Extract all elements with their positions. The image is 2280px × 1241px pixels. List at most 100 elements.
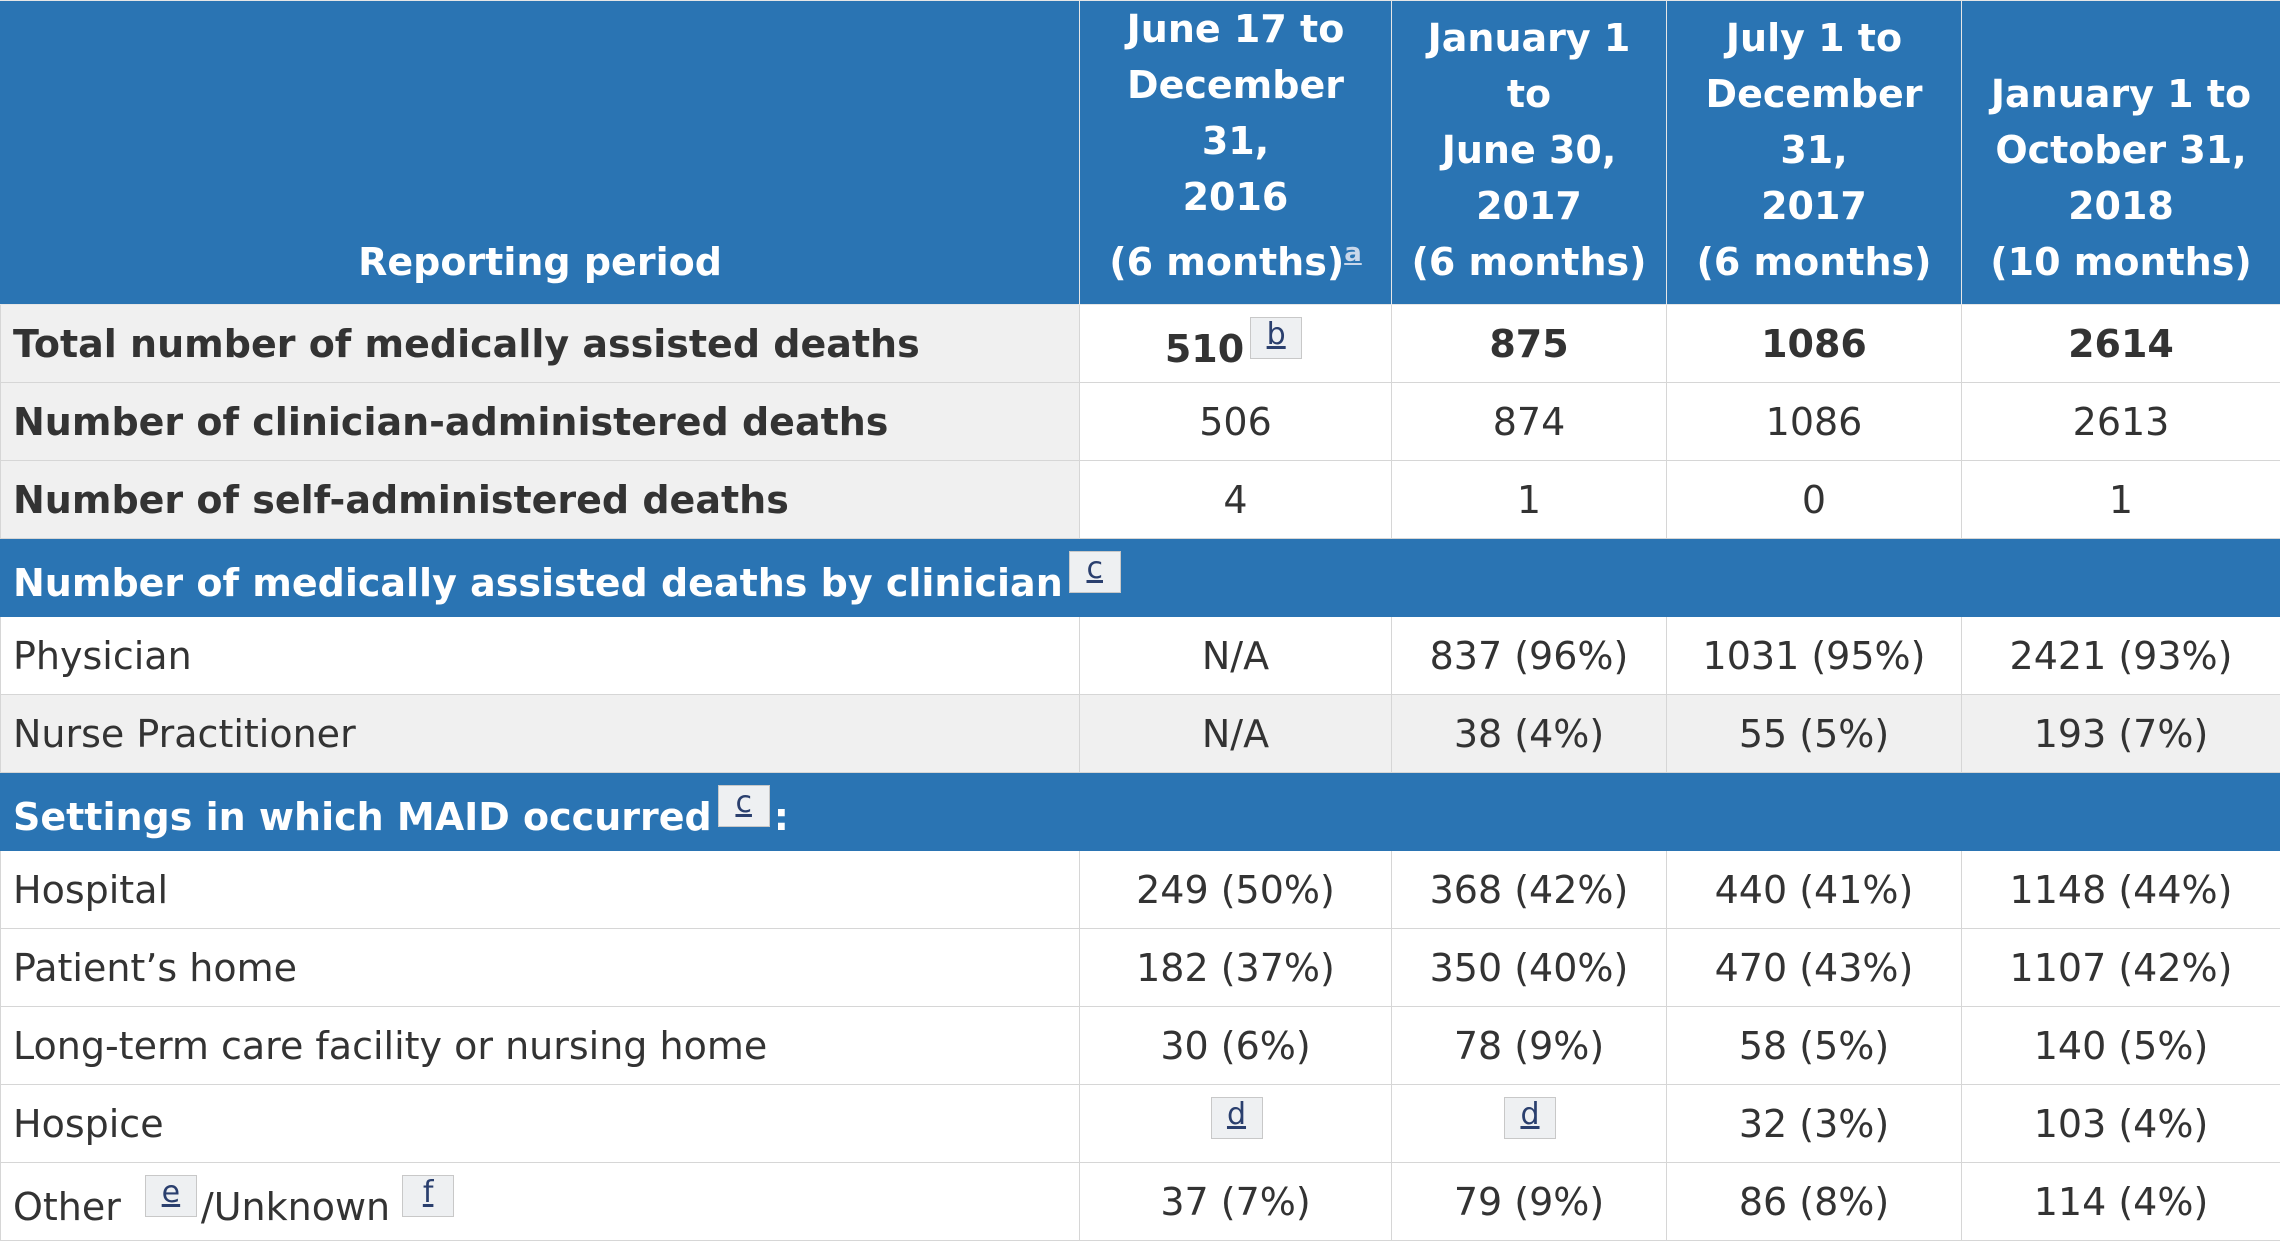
table-cell: 79 (9%)	[1392, 1163, 1667, 1241]
total-deaths-row: Total number of medically assisted death…	[1, 305, 2280, 383]
section-suffix: :	[774, 795, 789, 839]
footnote-link-c[interactable]: c	[718, 785, 770, 827]
period-header-2017-h1: January 1 to June 30, 2017 (6 months)	[1392, 1, 1667, 305]
table-cell: 78 (9%)	[1392, 1007, 1667, 1085]
table-cell: 1086	[1667, 383, 1962, 461]
hospital-row: Hospital 249 (50%) 368 (42%) 440 (41%) 1…	[1, 851, 2280, 929]
table-cell: N/A	[1080, 617, 1392, 695]
nurse-practitioner-row: Nurse Practitioner N/A 38 (4%) 55 (5%) 1…	[1, 695, 2280, 773]
period-line: 2017	[1679, 178, 1949, 234]
table-cell: 86 (8%)	[1667, 1163, 1962, 1241]
footnote-link-d[interactable]: d	[1504, 1097, 1556, 1139]
long-term-care-row: Long-term care facility or nursing home …	[1, 1007, 2280, 1085]
label-other: Other	[13, 1185, 121, 1229]
table-cell: 837 (96%)	[1392, 617, 1667, 695]
period-line: December 31,	[1092, 57, 1379, 169]
patients-home-row: Patient’s home 182 (37%) 350 (40%) 470 (…	[1, 929, 2280, 1007]
table-cell: 2614	[1962, 305, 2280, 383]
row-label: Total number of medically assisted death…	[1, 305, 1080, 383]
period-line: January 1 to	[1974, 66, 2268, 122]
table-cell: 1107 (42%)	[1962, 929, 2280, 1007]
footnote-link-f[interactable]: f	[402, 1175, 454, 1217]
table-cell: 1086	[1667, 305, 1962, 383]
period-line: (6 months)	[1679, 234, 1949, 290]
row-label: Number of self-administered deaths	[1, 461, 1080, 539]
row-label: Physician	[1, 617, 1080, 695]
period-duration: (6 months)	[1109, 240, 1344, 284]
period-line: 2018	[1974, 178, 2268, 234]
label-unknown: /Unknown	[201, 1185, 390, 1229]
table-cell: 874	[1392, 383, 1667, 461]
row-label: Hospice	[1, 1085, 1080, 1163]
table-cell: 249 (50%)	[1080, 851, 1392, 929]
row-label: Nurse Practitioner	[1, 695, 1080, 773]
table-cell: 1031 (95%)	[1667, 617, 1962, 695]
section-label: Number of medically assisted deaths by c…	[13, 561, 1063, 605]
table-cell: 182 (37%)	[1080, 929, 1392, 1007]
cell-value: 510	[1165, 327, 1244, 371]
section-title: Number of medically assisted deaths by c…	[1, 539, 2280, 617]
period-header-2018: January 1 to October 31, 2018 (10 months…	[1962, 1, 2280, 305]
table-cell: 37 (7%)	[1080, 1163, 1392, 1241]
table-cell: 32 (3%)	[1667, 1085, 1962, 1163]
table-cell: 506	[1080, 383, 1392, 461]
table-cell: 4	[1080, 461, 1392, 539]
table-cell: 114 (4%)	[1962, 1163, 2280, 1241]
header-row: Reporting period June 17 to December 31,…	[1, 1, 2280, 305]
period-line: (6 months)	[1404, 234, 1654, 290]
row-label: Hospital	[1, 851, 1080, 929]
period-header-2016: June 17 to December 31, 2016 (6 months)a	[1080, 1, 1392, 305]
table-cell: 140 (5%)	[1962, 1007, 2280, 1085]
table-cell: 1	[1392, 461, 1667, 539]
footnote-link-d[interactable]: d	[1211, 1097, 1263, 1139]
table-cell: 2613	[1962, 383, 2280, 461]
period-line: (10 months)	[1974, 234, 2268, 290]
table-cell: 103 (4%)	[1962, 1085, 2280, 1163]
table-cell: 193 (7%)	[1962, 695, 2280, 773]
footnote-link-e[interactable]: e	[145, 1175, 197, 1217]
section-label: Settings in which MAID occurred	[13, 795, 712, 839]
table-cell: N/A	[1080, 695, 1392, 773]
hospice-row: Hospice d d 32 (3%) 103 (4%)	[1, 1085, 2280, 1163]
physician-row: Physician N/A 837 (96%) 1031 (95%) 2421 …	[1, 617, 2280, 695]
table-cell: 1148 (44%)	[1962, 851, 2280, 929]
table-cell: 875	[1392, 305, 1667, 383]
clinician-administered-row: Number of clinician-administered deaths …	[1, 383, 2280, 461]
period-line: (6 months)a	[1092, 225, 1379, 290]
period-line: January 1 to	[1404, 10, 1654, 122]
period-line: 2016	[1092, 169, 1379, 225]
table-cell: 38 (4%)	[1392, 695, 1667, 773]
period-line: June 30, 2017	[1404, 122, 1654, 234]
period-line: October 31,	[1974, 122, 2268, 178]
section-header-clinician: Number of medically assisted deaths by c…	[1, 539, 2280, 617]
self-administered-row: Number of self-administered deaths 4 1 0…	[1, 461, 2280, 539]
table-cell: 1	[1962, 461, 2280, 539]
table-cell: 55 (5%)	[1667, 695, 1962, 773]
period-header-2017-h2: July 1 to December 31, 2017 (6 months)	[1667, 1, 1962, 305]
table-cell: 58 (5%)	[1667, 1007, 1962, 1085]
table-cell: 30 (6%)	[1080, 1007, 1392, 1085]
footnote-link-b[interactable]: b	[1250, 317, 1302, 359]
footnote-link-c[interactable]: c	[1069, 551, 1121, 593]
table-cell: 2421 (93%)	[1962, 617, 2280, 695]
table-cell: 368 (42%)	[1392, 851, 1667, 929]
table-cell: 350 (40%)	[1392, 929, 1667, 1007]
table-cell: 470 (43%)	[1667, 929, 1962, 1007]
row-label: Patient’s home	[1, 929, 1080, 1007]
table-cell: 0	[1667, 461, 1962, 539]
table-cell: 440 (41%)	[1667, 851, 1962, 929]
table-cell: d	[1080, 1085, 1392, 1163]
period-line: December 31,	[1679, 66, 1949, 178]
row-label: Number of clinician-administered deaths	[1, 383, 1080, 461]
table-cell: d	[1392, 1085, 1667, 1163]
period-line: July 1 to	[1679, 10, 1949, 66]
footnote-link-a[interactable]: a	[1344, 238, 1362, 268]
reporting-period-header: Reporting period	[1, 1, 1080, 305]
row-label: Long-term care facility or nursing home	[1, 1007, 1080, 1085]
